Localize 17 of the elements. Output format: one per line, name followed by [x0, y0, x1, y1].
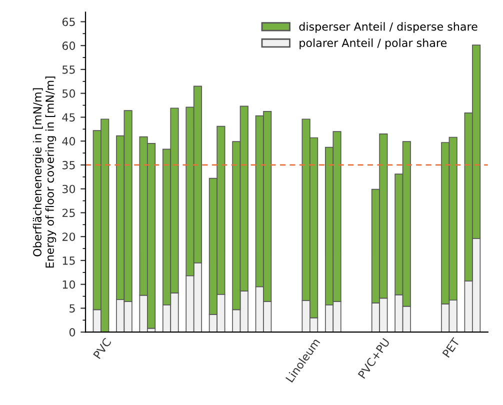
- y-tick-label: 30: [62, 184, 76, 194]
- y-tick-label: 15: [62, 256, 75, 265]
- y-tick-label: 25: [62, 208, 75, 218]
- y-tick-label: 5: [70, 304, 75, 313]
- y-axis-title: Oberflächenenergie in [mN/m] Energy of floor covering in [mN/m]: [32, 76, 56, 268]
- y-tick-label: 20: [62, 232, 76, 241]
- y-tick-label: 50: [62, 89, 76, 98]
- y-tick-label: 60: [62, 42, 76, 50]
- y-tick-label: 10: [62, 280, 76, 289]
- y-tick-label: 40: [62, 137, 76, 146]
- y-tick-label: 35: [62, 160, 75, 170]
- y-tick-label: 0: [69, 328, 76, 336]
- y-tick-label: 55: [62, 66, 75, 74]
- legend-label: polarer Anteil / polar share: [300, 38, 447, 50]
- y-tick-label: 65: [62, 18, 75, 26]
- y-tick-label: 45: [62, 113, 75, 122]
- legend-label: disperser Anteil / disperse share: [299, 22, 478, 33]
